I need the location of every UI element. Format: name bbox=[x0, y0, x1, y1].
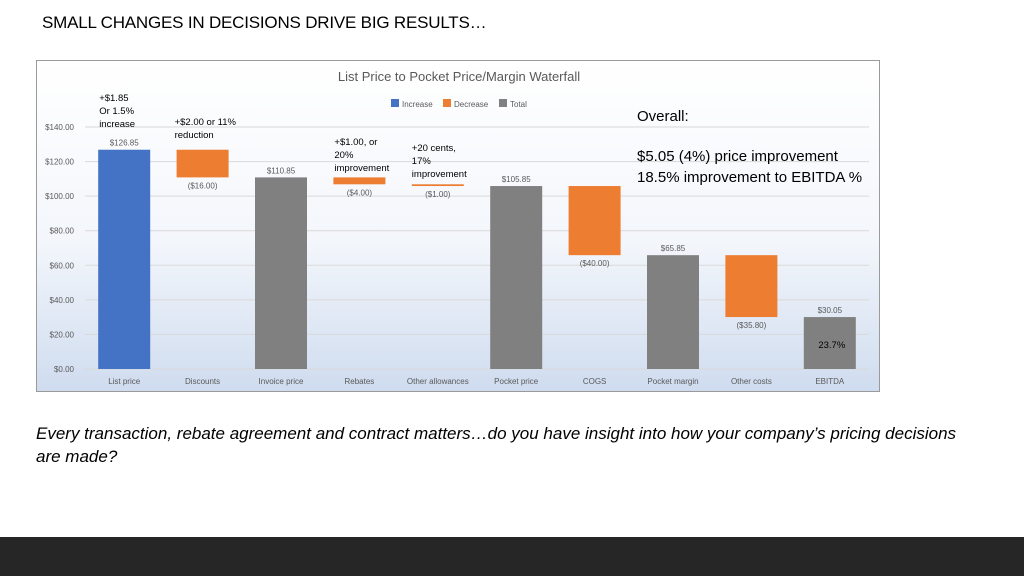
data-label: $126.85 bbox=[110, 139, 139, 148]
y-tick-label: $100.00 bbox=[45, 192, 74, 201]
annotation-text: +$1.85 bbox=[99, 93, 128, 104]
annotation-text: +$2.00 or 11% bbox=[175, 117, 237, 128]
data-label: $105.85 bbox=[502, 175, 531, 184]
x-tick-label: List price bbox=[108, 377, 141, 386]
data-label: ($4.00) bbox=[347, 188, 373, 197]
annotation-text: +$1.00, or bbox=[334, 137, 377, 148]
x-tick-label: COGS bbox=[583, 377, 607, 386]
bottom-bar bbox=[0, 537, 1024, 576]
annotation-text: 23.7% bbox=[818, 340, 845, 351]
y-tick-label: $0.00 bbox=[54, 365, 75, 374]
y-tick-label: $140.00 bbox=[45, 123, 74, 132]
x-tick-label: EBITDA bbox=[815, 377, 845, 386]
y-tick-label: $40.00 bbox=[50, 296, 75, 305]
x-tick-label: Invoice price bbox=[259, 377, 304, 386]
legend-swatch-decrease bbox=[443, 99, 451, 107]
x-tick-label: Pocket price bbox=[494, 377, 539, 386]
annotation-text: reduction bbox=[175, 130, 214, 141]
bar-decrease bbox=[725, 255, 778, 318]
bar-decrease bbox=[333, 177, 386, 185]
chart-title: List Price to Pocket Price/Margin Waterf… bbox=[338, 69, 580, 84]
annotation-text: improvement bbox=[334, 163, 389, 174]
data-label: $65.85 bbox=[661, 244, 686, 253]
chart-canvas: List Price to Pocket Price/Margin Waterf… bbox=[45, 69, 869, 386]
data-label: ($35.80) bbox=[737, 321, 767, 330]
bar-total bbox=[803, 317, 856, 369]
annotation-text: improvement bbox=[412, 169, 467, 180]
bar-decrease bbox=[176, 149, 229, 178]
x-tick-label: Pocket margin bbox=[647, 377, 698, 386]
overall-line: 18.5% improvement to EBITDA % bbox=[637, 169, 862, 186]
y-tick-label: $80.00 bbox=[50, 227, 75, 236]
data-label: ($40.00) bbox=[580, 259, 610, 268]
y-tick-label: $120.00 bbox=[45, 158, 74, 167]
annotation-text: increase bbox=[99, 119, 135, 130]
bar-total bbox=[255, 177, 307, 369]
bar-total bbox=[647, 255, 699, 369]
y-tick-label: $60.00 bbox=[50, 261, 75, 270]
data-label: ($1.00) bbox=[425, 190, 451, 199]
legend-label-decrease: Decrease bbox=[454, 100, 489, 109]
legend-label-total: Total bbox=[510, 100, 527, 109]
annotation-text: 17% bbox=[412, 156, 432, 167]
slide-title: SMALL CHANGES IN DECISIONS DRIVE BIG RES… bbox=[42, 13, 487, 32]
waterfall-chart: List Price to Pocket Price/Margin Waterf… bbox=[36, 60, 880, 392]
annotation-text: Or 1.5% bbox=[99, 106, 134, 117]
overall-line: $5.05 (4%) price improvement bbox=[637, 148, 839, 165]
x-tick-label: Rebates bbox=[345, 377, 375, 386]
bar-decrease bbox=[411, 184, 464, 187]
footer-question: Every transaction, rebate agreement and … bbox=[36, 424, 957, 466]
x-tick-label: Discounts bbox=[185, 377, 220, 386]
annotation-text: 20% bbox=[334, 150, 354, 161]
data-label: $110.85 bbox=[267, 166, 296, 175]
bar-total bbox=[490, 186, 543, 369]
legend-swatch-total bbox=[499, 99, 507, 107]
x-tick-label: Other costs bbox=[731, 377, 772, 386]
x-tick-label: Other allowances bbox=[407, 377, 469, 386]
legend-swatch-increase bbox=[391, 99, 399, 107]
bar-decrease bbox=[568, 186, 621, 256]
legend-label-increase: Increase bbox=[402, 100, 433, 109]
overall-heading: Overall: bbox=[637, 108, 689, 125]
data-label: $30.05 bbox=[818, 306, 843, 315]
data-label: ($16.00) bbox=[188, 181, 218, 190]
y-tick-label: $20.00 bbox=[50, 330, 75, 339]
bar-increase bbox=[98, 149, 151, 369]
annotation-text: +20 cents, bbox=[412, 143, 456, 154]
